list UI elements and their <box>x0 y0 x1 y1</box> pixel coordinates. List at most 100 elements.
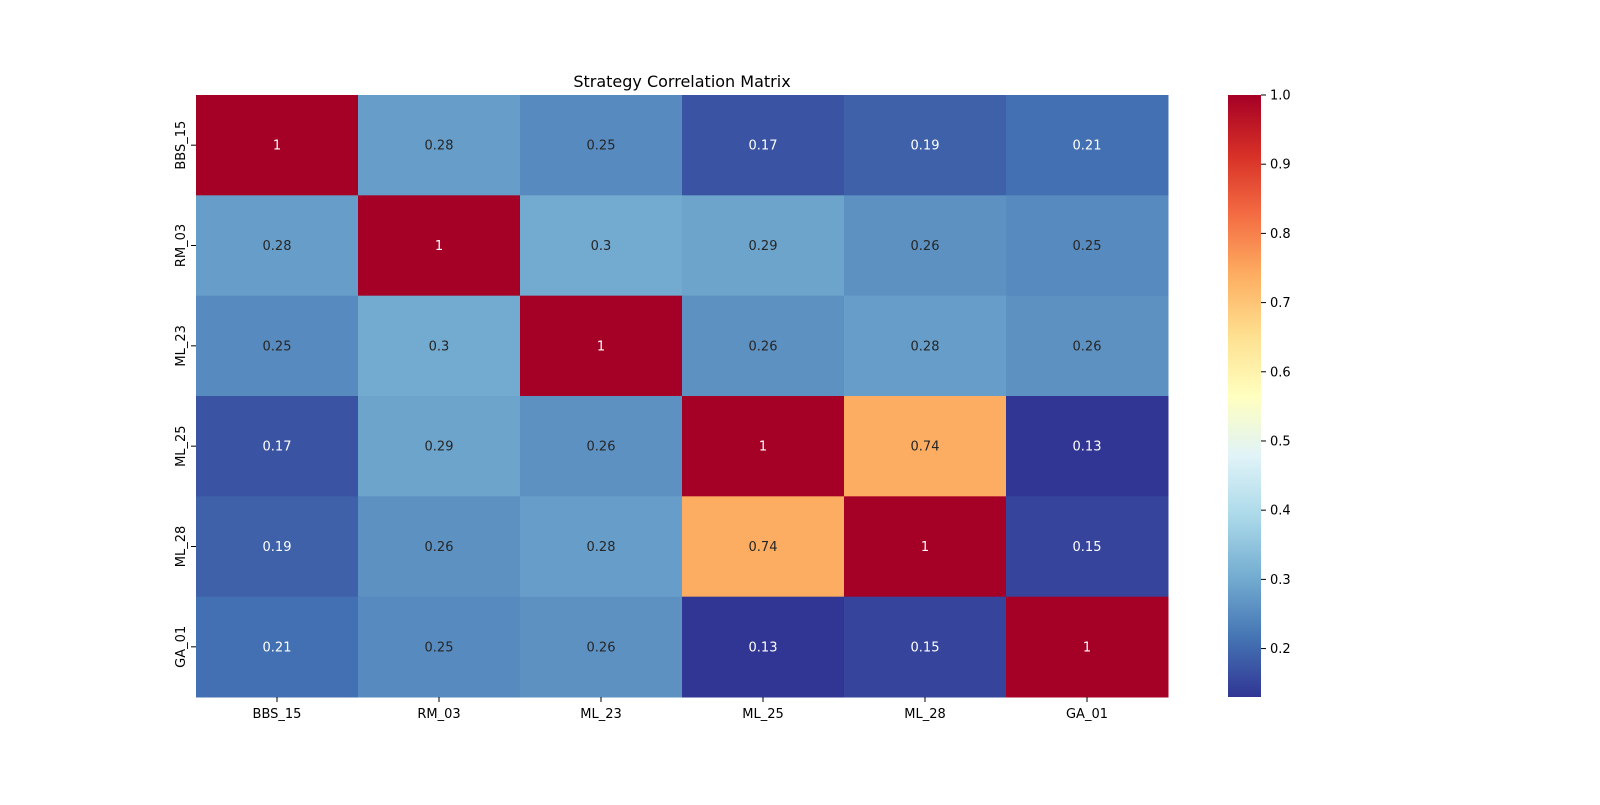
heatmap-cell <box>520 295 683 397</box>
heatmap-cell <box>358 95 521 196</box>
cell-value-label: 0.13 <box>1073 440 1102 455</box>
cell-value-label: 0.28 <box>425 139 454 154</box>
heatmap-cell <box>844 195 1007 297</box>
cell-value-label: 0.17 <box>749 139 778 154</box>
x-tick-label: ML_23 <box>580 707 622 722</box>
cell-value-label: 1 <box>597 339 605 354</box>
heatmap-cell <box>844 396 1007 497</box>
colorbar <box>1228 95 1261 697</box>
cell-value-label: 0.26 <box>749 339 778 354</box>
heatmap-cell <box>358 596 521 698</box>
heatmap-cell <box>520 95 683 196</box>
heatmap-cell <box>1006 496 1169 598</box>
cell-value-label: 0.3 <box>591 239 612 254</box>
x-tick-label: BBS_15 <box>253 707 302 722</box>
cell-value-label: 0.25 <box>1073 239 1102 254</box>
cell-value-label: 0.74 <box>911 440 940 455</box>
cell-value-label: 0.25 <box>263 339 292 354</box>
cell-value-label: 0.21 <box>263 640 292 655</box>
cell-value-label: 0.26 <box>587 640 616 655</box>
cell-value-label: 0.29 <box>749 239 778 254</box>
y-tick-label: BBS_15 <box>174 121 189 170</box>
heatmap-cell <box>844 295 1007 397</box>
heatmap-cell <box>358 295 521 397</box>
heatmap-cell <box>844 95 1007 196</box>
cell-value-label: 0.28 <box>587 540 616 555</box>
cell-value-label: 0.21 <box>1073 139 1102 154</box>
heatmap-cell <box>358 195 521 297</box>
y-tick-label: RM_03 <box>174 224 189 267</box>
cell-value-label: 0.19 <box>911 139 940 154</box>
cell-value-label: 0.13 <box>749 640 778 655</box>
cell-value-label: 0.25 <box>425 640 454 655</box>
colorbar-tick-label: 0.3 <box>1270 573 1291 588</box>
cell-value-label: 0.26 <box>425 540 454 555</box>
cell-value-label: 0.19 <box>263 540 292 555</box>
colorbar-tick-label: 0.7 <box>1270 296 1291 311</box>
x-axis-ticks: BBS_15 RM_03 ML_23 ML_25 ML_28 GA_01 <box>253 697 1108 722</box>
heatmap-cell <box>196 496 359 598</box>
cell-value-label: 0.25 <box>587 139 616 154</box>
x-tick-label: RM_03 <box>417 707 460 722</box>
heatmap-cell <box>1006 95 1169 196</box>
colorbar-ticks: 0.2 0.3 0.4 0.5 0.6 0.7 0.8 0.9 1.0 <box>1261 89 1291 657</box>
cell-value-label: 0.26 <box>1073 339 1102 354</box>
x-tick-label: ML_25 <box>742 707 784 722</box>
cell-value-label: 1 <box>273 139 281 154</box>
heatmap-cell <box>520 195 683 297</box>
cell-value-label: 0.29 <box>425 440 454 455</box>
cell-value-label: 1 <box>435 239 443 254</box>
colorbar-tick-label: 0.8 <box>1270 227 1291 242</box>
cell-value-label: 0.26 <box>911 239 940 254</box>
heatmap-cell <box>682 95 845 196</box>
cell-value-label: 0.74 <box>749 540 778 555</box>
y-tick-label: GA_01 <box>174 626 189 668</box>
chart-title: Strategy Correlation Matrix <box>573 72 790 91</box>
cell-value-label: 0.3 <box>429 339 450 354</box>
heatmap-cell <box>1006 596 1169 698</box>
heatmap-cell <box>682 496 845 598</box>
colorbar-tick-label: 0.9 <box>1270 158 1291 173</box>
heatmap-cell <box>358 396 521 497</box>
heatmap-cell <box>520 396 683 497</box>
heatmap-cell <box>358 496 521 598</box>
colorbar-tick-label: 0.6 <box>1270 365 1291 380</box>
cell-value-label: 0.26 <box>587 440 616 455</box>
colorbar-tick-label: 1.0 <box>1270 89 1291 104</box>
heatmap-cell <box>682 295 845 397</box>
cell-value-label: 0.28 <box>263 239 292 254</box>
cell-value-label: 1 <box>1083 640 1091 655</box>
heatmap-cell <box>1006 295 1169 397</box>
heatmap-cell <box>682 596 845 698</box>
x-tick-label: GA_01 <box>1066 707 1108 722</box>
heatmap-cell <box>520 496 683 598</box>
heatmap-cell <box>520 596 683 698</box>
heatmap-cell <box>844 596 1007 698</box>
heatmap-cell <box>196 396 359 497</box>
y-axis-ticks: BBS_15 RM_03 ML_23 ML_25 ML_28 GA_01 <box>174 121 196 668</box>
cell-value-label: 1 <box>759 440 767 455</box>
colorbar-tick-label: 0.2 <box>1270 642 1291 657</box>
cell-value-label: 0.17 <box>263 440 292 455</box>
heatmap-cell <box>196 95 359 196</box>
x-tick-label: ML_28 <box>904 707 946 722</box>
cell-value-label: 0.28 <box>911 339 940 354</box>
cell-value-label: 0.15 <box>911 640 940 655</box>
y-tick-label: ML_23 <box>174 325 189 367</box>
cell-value-label: 0.15 <box>1073 540 1102 555</box>
heatmap-cell <box>196 295 359 397</box>
cell-value-label: 1 <box>921 540 929 555</box>
y-tick-label: ML_28 <box>174 526 189 568</box>
colorbar-tick-label: 0.4 <box>1270 504 1291 519</box>
colorbar-tick-label: 0.5 <box>1270 434 1291 449</box>
heatmap-cell <box>1006 396 1169 497</box>
heatmap-cell <box>682 396 845 497</box>
heatmap-cell <box>682 195 845 297</box>
heatmap-cells: 1 0.28 0.25 0.17 0.19 0.21 0.28 1 0.3 0.29 0.26 0.2… <box>196 95 1169 698</box>
y-tick-label: ML_25 <box>174 425 189 467</box>
heatmap-cell <box>844 496 1007 598</box>
heatmap-cell <box>196 596 359 698</box>
heatmap-cell <box>196 195 359 297</box>
